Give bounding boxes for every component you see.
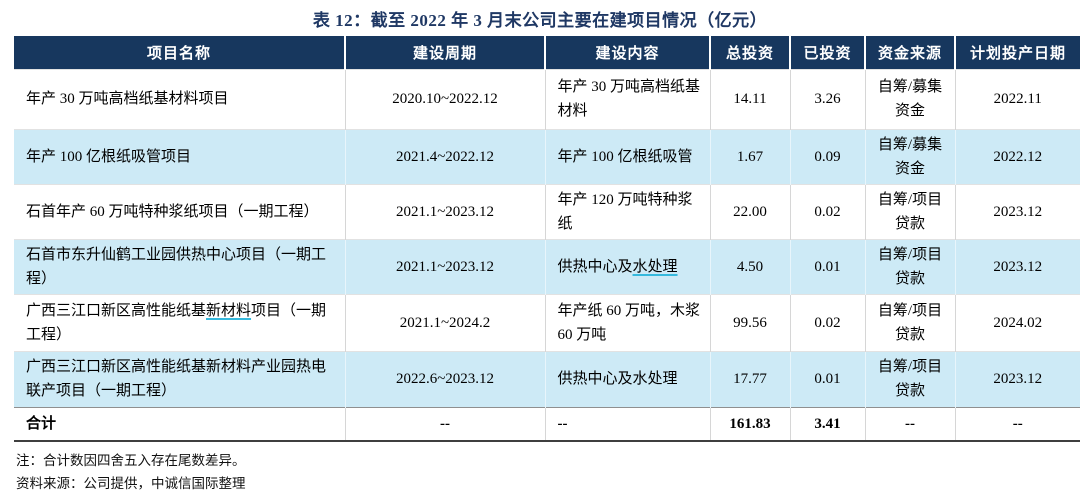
cell-project-name: 石首市东升仙鹤工业园供热中心项目（一期工程） [14, 238, 346, 294]
table-row: 年产 30 万吨高档纸基材料项目 2020.10~2022.12 年产 30 万… [14, 68, 1080, 129]
footnote: 注：合计数因四舍五入存在尾数差异。 [16, 453, 246, 468]
cell-content: 供热中心及水处理 [545, 350, 711, 407]
cell-content-text: 供热中心及 [557, 258, 633, 275]
cell-project-name: 年产 100 亿根纸吸管项目 [14, 128, 346, 184]
cell-total: 1.67 [710, 128, 791, 184]
cell-project-name: 石首年产 60 万吨特种浆纸项目（一期工程） [14, 183, 346, 239]
cell-funding: 自筹/项目贷款 [865, 293, 956, 351]
cell-invested: 0.01 [790, 350, 866, 407]
cell-name-text: 广西三江口新区高性能纸基 [26, 302, 207, 319]
construction-projects-table: 项目名称 建设周期 建设内容 总投资 已投资 资金来源 计划投产日期 年产 30… [14, 36, 1080, 442]
cell-invested: 0.02 [790, 183, 866, 239]
col-header-invested: 已投资 [790, 36, 866, 69]
cell-period: 2021.1~2023.12 [345, 183, 546, 239]
table-row: 广西三江口新区高性能纸基新材料产业园热电联产项目（一期工程） 2022.6~20… [14, 350, 1080, 407]
cell-name-underlined-text: 新材料 [206, 302, 252, 319]
header-row: 项目名称 建设周期 建设内容 总投资 已投资 资金来源 计划投产日期 [14, 36, 1080, 69]
cell-total: 161.83 [710, 406, 791, 442]
cell-planned-date: 2023.12 [955, 350, 1080, 407]
cell-period: -- [345, 406, 546, 442]
cell-period: 2021.1~2024.2 [345, 293, 546, 351]
table-row: 年产 100 亿根纸吸管项目 2021.4~2022.12 年产 100 亿根纸… [14, 128, 1080, 184]
cell-invested: 0.09 [790, 128, 866, 184]
cell-invested: 0.02 [790, 293, 866, 351]
cell-funding: 自筹/项目贷款 [865, 238, 956, 294]
cell-content: 年产 100 亿根纸吸管 [545, 128, 711, 184]
cell-project-name: 年产 30 万吨高档纸基材料项目 [14, 68, 346, 129]
cell-total: 14.11 [710, 68, 791, 129]
cell-project-name: 广西三江口新区高性能纸基新材料项目（一期工程） [14, 293, 346, 351]
table-title: 表 12：截至 2022 年 3 月末公司主要在建项目情况（亿元） [312, 11, 768, 30]
cell-invested: 3.41 [790, 406, 866, 442]
table-row: 广西三江口新区高性能纸基新材料项目（一期工程） 2021.1~2024.2 年产… [14, 293, 1080, 351]
col-header-construction-content: 建设内容 [545, 36, 711, 69]
cell-funding: 自筹/募集资金 [865, 128, 956, 184]
cell-content: 供热中心及水处理 [545, 238, 711, 294]
cell-planned-date: 2022.11 [955, 68, 1080, 129]
cell-funding: 自筹/项目贷款 [865, 350, 956, 407]
cell-name-text: 项目（一期工程） [26, 302, 327, 343]
cell-total: 4.50 [710, 238, 791, 294]
col-header-total-investment: 总投资 [710, 36, 791, 69]
cell-period: 2020.10~2022.12 [345, 68, 546, 129]
cell-content: 年产纸 60 万吨，木浆 60 万吨 [545, 293, 711, 351]
cell-planned-date: 2023.12 [955, 183, 1080, 239]
cell-funding: 自筹/募集资金 [865, 68, 956, 129]
cell-funding: -- [865, 406, 956, 442]
table-row: 石首年产 60 万吨特种浆纸项目（一期工程） 2021.1~2023.12 年产… [14, 183, 1080, 239]
cell-content: 年产 30 万吨高档纸基材料 [545, 68, 711, 129]
cell-planned-date: -- [955, 406, 1080, 442]
col-header-project-name: 项目名称 [14, 36, 346, 69]
table-notes: 注：合计数因四舍五入存在尾数差异。 资料来源：公司提供，中诚信国际整理 [16, 449, 1080, 495]
total-row: 合计 -- -- 161.83 3.41 -- -- [14, 406, 1080, 442]
cell-content: -- [545, 406, 711, 442]
col-header-funding-source: 资金来源 [865, 36, 956, 69]
cell-funding: 自筹/项目贷款 [865, 183, 956, 239]
cell-total: 17.77 [710, 350, 791, 407]
cell-period: 2021.1~2023.12 [345, 238, 546, 294]
cell-total: 22.00 [710, 183, 791, 239]
cell-invested: 0.01 [790, 238, 866, 294]
cell-planned-date: 2023.12 [955, 238, 1080, 294]
cell-total: 99.56 [710, 293, 791, 351]
cell-period: 2022.6~2023.12 [345, 350, 546, 407]
cell-planned-date: 2022.12 [955, 128, 1080, 184]
cell-planned-date: 2024.02 [955, 293, 1080, 351]
cell-invested: 3.26 [790, 68, 866, 129]
col-header-planned-operation-date: 计划投产日期 [955, 36, 1080, 69]
cell-content-underlined-text: 水处理 [632, 258, 678, 275]
source-note: 资料来源：公司提供，中诚信国际整理 [16, 476, 246, 491]
col-header-construction-period: 建设周期 [345, 36, 546, 69]
cell-total-label: 合计 [14, 406, 346, 442]
cell-period: 2021.4~2022.12 [345, 128, 546, 184]
cell-content: 年产 120 万吨特种浆纸 [545, 183, 711, 239]
table-row: 石首市东升仙鹤工业园供热中心项目（一期工程） 2021.1~2023.12 供热… [14, 238, 1080, 294]
cell-project-name: 广西三江口新区高性能纸基新材料产业园热电联产项目（一期工程） [14, 350, 346, 407]
